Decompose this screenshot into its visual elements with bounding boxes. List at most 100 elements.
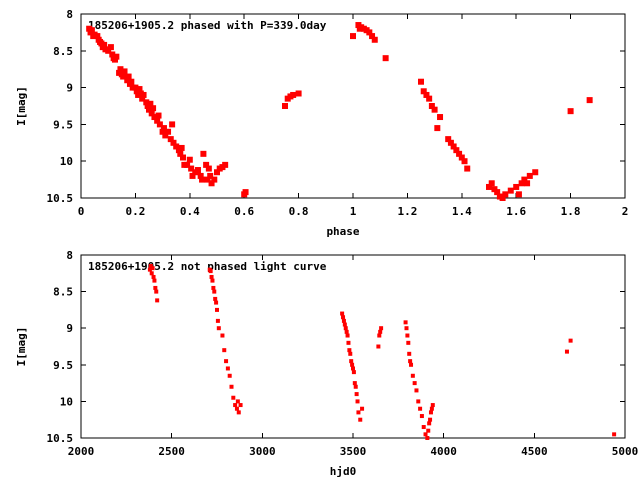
data-point	[350, 362, 355, 367]
x-tick-label: 1.6	[506, 205, 526, 218]
data-point	[431, 106, 438, 113]
data-point	[238, 403, 243, 408]
data-point	[205, 165, 212, 172]
data-point	[88, 27, 95, 34]
data-point	[352, 381, 357, 386]
data-point	[208, 269, 213, 274]
data-point	[234, 406, 239, 411]
data-point	[420, 88, 427, 95]
data-point	[169, 121, 176, 128]
y-tick-label: 10.5	[47, 432, 74, 445]
data-point	[502, 191, 509, 198]
x-tick-label: 4500	[521, 445, 548, 458]
data-point	[428, 103, 435, 109]
data-point	[437, 114, 444, 121]
data-point	[341, 318, 346, 323]
plot-frame	[80, 254, 626, 439]
x-axis-label: phase	[326, 225, 359, 238]
data-point	[430, 403, 435, 408]
data-point	[434, 125, 441, 132]
data-point	[426, 428, 431, 433]
data-point	[464, 165, 471, 172]
data-point	[426, 95, 433, 102]
y-tick-label: 9.5	[53, 118, 73, 131]
data-point	[143, 99, 150, 106]
data-point	[214, 300, 219, 305]
data-point	[351, 366, 355, 371]
x-tick-label: 3000	[249, 445, 276, 458]
data-point	[101, 41, 108, 48]
y-tick-label: 8	[66, 8, 73, 21]
data-point	[518, 180, 525, 187]
data-point	[347, 348, 352, 353]
data-point	[488, 180, 495, 187]
chart-title: 185206+1905.2 not phased light curve	[88, 260, 327, 273]
data-point	[148, 263, 153, 268]
data-point	[403, 320, 408, 325]
data-point	[203, 161, 210, 168]
data-point	[350, 33, 356, 40]
y-tick-label: 8.5	[53, 45, 73, 58]
data-point	[342, 322, 347, 327]
x-tick-label: 1	[350, 205, 357, 218]
data-point	[404, 326, 409, 331]
y-tick-label: 8.5	[53, 286, 73, 299]
y-tick-label: 9	[66, 82, 73, 95]
data-point	[147, 267, 152, 272]
data-point	[154, 289, 159, 294]
data-point	[222, 161, 229, 168]
data-point	[159, 128, 166, 135]
data-point	[526, 172, 533, 179]
data-point	[532, 169, 539, 176]
data-point	[340, 311, 345, 316]
data-point	[109, 51, 116, 58]
data-point	[216, 326, 221, 331]
data-point	[204, 176, 211, 183]
data-point	[410, 373, 415, 378]
data-point	[125, 73, 132, 80]
data-point	[406, 340, 411, 345]
data-point	[211, 285, 216, 290]
data-point	[521, 176, 528, 183]
data-point	[214, 169, 220, 176]
data-point	[222, 348, 227, 353]
data-point	[567, 108, 574, 115]
data-point	[447, 139, 454, 146]
chart-1: 0 0.2 0.4 0.6 0.8 1 1.2 1.4 1.6 1.8 2 8 8.5 9 9.5 10 10.…	[15, 8, 628, 238]
data-point	[151, 274, 156, 279]
data-point	[121, 68, 128, 75]
data-point	[199, 176, 206, 183]
data-point	[167, 136, 174, 143]
data-point	[453, 147, 460, 154]
y-tick-label: 9.5	[53, 359, 73, 372]
y-tick-label: 10.5	[47, 192, 74, 205]
data-point	[421, 425, 426, 430]
data-point	[231, 395, 236, 400]
data-point	[445, 136, 452, 143]
data-point	[423, 91, 430, 98]
data-point	[428, 410, 433, 415]
data-point	[412, 381, 417, 386]
data-point	[149, 271, 154, 276]
data-point	[197, 172, 204, 179]
data-point	[213, 296, 218, 301]
data-point	[184, 161, 191, 168]
data-point	[180, 154, 186, 161]
data-point	[418, 406, 423, 411]
y-axis-label: I[mag]	[15, 86, 28, 126]
data-point	[215, 318, 220, 323]
data-point	[148, 110, 155, 117]
data-point	[507, 187, 514, 194]
data-point	[428, 417, 433, 422]
data-point	[408, 359, 413, 364]
data-point	[348, 351, 353, 356]
x-tick-label: 3500	[340, 445, 367, 458]
data-point	[136, 86, 143, 93]
data-point	[194, 167, 201, 174]
data-point	[416, 399, 421, 404]
data-points	[147, 263, 617, 440]
data-point	[150, 105, 157, 112]
data-point	[282, 103, 288, 109]
data-point	[564, 349, 569, 354]
y-tick-label: 10	[60, 155, 73, 168]
